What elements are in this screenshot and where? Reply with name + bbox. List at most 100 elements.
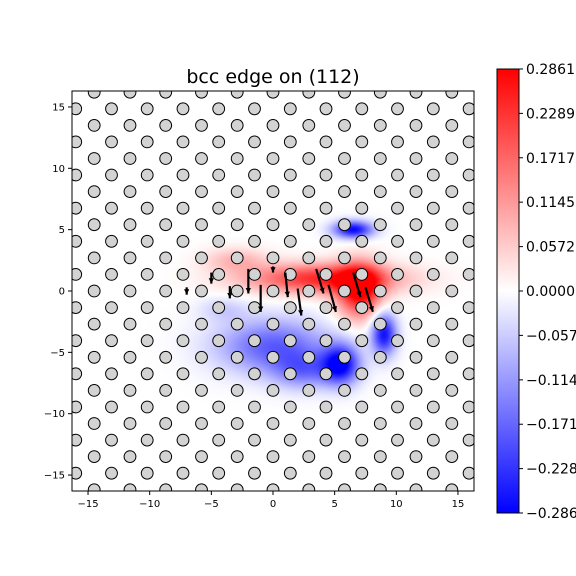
- atom: [426, 334, 440, 348]
- atom: [338, 284, 351, 298]
- atom: [266, 119, 280, 132]
- atom: [391, 268, 404, 281]
- atom: [338, 350, 351, 364]
- atom: [338, 119, 351, 132]
- atom: [445, 119, 459, 132]
- atom: [159, 450, 173, 464]
- atom: [338, 417, 351, 430]
- atom: [409, 384, 423, 397]
- atom: [176, 102, 190, 116]
- atom: [373, 483, 387, 491]
- atom: [445, 483, 459, 491]
- atom: [319, 433, 333, 447]
- atom: [319, 135, 333, 149]
- atom: [283, 400, 297, 414]
- atom: [391, 400, 404, 414]
- atom: [159, 185, 173, 199]
- atom: [463, 500, 475, 512]
- atom: [409, 152, 423, 165]
- atom: [391, 334, 404, 348]
- atom: [195, 284, 208, 298]
- atom: [212, 334, 226, 348]
- colorbar-tick-label: −0.171: [526, 417, 576, 433]
- atom: [212, 433, 226, 447]
- atom: [283, 301, 297, 315]
- atom: [283, 268, 297, 281]
- atom: [319, 466, 333, 480]
- displacement-arrow: [208, 272, 214, 284]
- atom: [230, 384, 244, 397]
- displacement-arrow: [227, 286, 233, 299]
- displacement-arrow: [364, 287, 374, 313]
- atom: [176, 168, 190, 182]
- atom: [266, 185, 280, 199]
- atom: [177, 500, 189, 512]
- atom: [195, 185, 208, 199]
- y-tick-label: 10: [52, 164, 65, 175]
- atom: [212, 367, 226, 381]
- atom: [338, 483, 351, 491]
- atom: [230, 91, 244, 99]
- atom: [320, 500, 332, 512]
- atom: [266, 384, 280, 397]
- atom: [230, 218, 244, 232]
- atom: [123, 417, 137, 430]
- atom: [248, 334, 261, 348]
- atom: [230, 284, 244, 298]
- atom: [355, 168, 369, 182]
- atom: [195, 384, 208, 397]
- atom: [266, 218, 280, 232]
- atom: [105, 102, 118, 116]
- atom: [373, 251, 387, 265]
- atom: [87, 350, 101, 364]
- atom: [106, 500, 118, 512]
- atom: [373, 417, 387, 430]
- atom: [391, 433, 404, 447]
- atom: [248, 367, 261, 381]
- atom: [123, 185, 137, 199]
- atom: [159, 317, 173, 331]
- atom: [140, 102, 154, 116]
- atom: [176, 367, 190, 381]
- atom: [176, 334, 190, 348]
- atom: [159, 417, 173, 430]
- atom: [230, 450, 244, 464]
- atom: [302, 185, 316, 199]
- atom: [87, 384, 101, 397]
- atom: [140, 201, 154, 215]
- atom: [427, 70, 439, 82]
- atom: [302, 417, 316, 430]
- atom: [426, 201, 440, 215]
- atom: [283, 168, 297, 182]
- atom: [319, 367, 333, 381]
- colorbar-tick-label: 0.2289: [526, 106, 575, 122]
- y-tick-label: −15: [44, 471, 65, 482]
- atom: [266, 152, 280, 165]
- atom: [266, 317, 280, 331]
- displacement-arrow: [258, 284, 264, 312]
- atom: [409, 119, 423, 132]
- x-axis: −15 −10 −5 0 5 10 15: [77, 491, 464, 510]
- atom: [373, 91, 387, 99]
- atom: [123, 317, 137, 331]
- atom: [355, 268, 369, 281]
- atom: [319, 268, 333, 281]
- atom: [283, 466, 297, 480]
- atom: [212, 301, 226, 315]
- atom: [356, 500, 368, 512]
- atom: [87, 251, 101, 265]
- atom: [355, 102, 369, 116]
- atom: [72, 367, 83, 381]
- atom: [391, 301, 404, 315]
- atom: [283, 367, 297, 381]
- atom: [230, 119, 244, 132]
- x-tick-label: −5: [204, 499, 219, 510]
- colorbar-tick-label: −0.228: [526, 462, 576, 478]
- displacement-arrow: [315, 268, 325, 294]
- atom: [445, 152, 459, 165]
- atom: [248, 433, 261, 447]
- colorbar-tick-label: −0.286: [526, 506, 576, 522]
- atom: [87, 218, 101, 232]
- x-tick-label: 0: [270, 499, 276, 510]
- atom: [319, 234, 333, 248]
